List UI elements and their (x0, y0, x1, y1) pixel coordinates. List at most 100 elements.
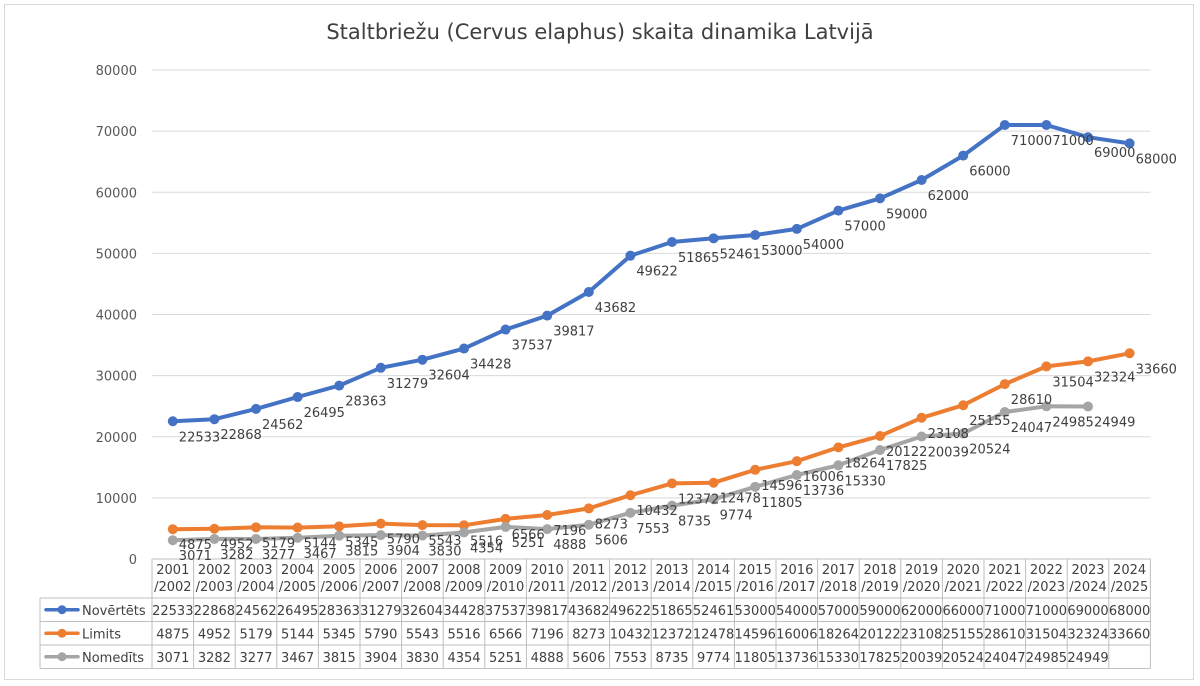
data-point (958, 150, 969, 161)
y-tick-label: 50000 (96, 247, 137, 262)
table-cell-value: 54000 (776, 604, 817, 619)
table-cell-value: 7196 (531, 627, 564, 642)
x-tick-label: 2003 (239, 563, 272, 578)
series-line (170, 351, 1132, 532)
table-cell-value: 31279 (360, 604, 401, 619)
data-point (750, 464, 761, 475)
data-point (251, 533, 261, 544)
table-cell-value: 32604 (402, 604, 443, 619)
table-cell-value: 20122 (859, 627, 900, 642)
table-cell-value: 5516 (447, 627, 480, 642)
table-cell-value: 28610 (984, 627, 1025, 642)
data-point (375, 530, 386, 541)
table-cell-value: 5144 (281, 627, 314, 642)
table-cell-value: 52461 (693, 604, 734, 619)
table-cell-value: 4952 (198, 627, 231, 642)
table-cell-value: 5606 (572, 651, 605, 666)
chart-title: Staltbriežu (Cervus elaphus) skaita dina… (326, 20, 874, 44)
table-cell-value: 3071 (156, 651, 189, 666)
data-point (375, 518, 386, 529)
table-cell-value: 5179 (239, 627, 272, 642)
table-cell-value: 24047 (984, 651, 1025, 666)
data-point (1083, 401, 1093, 412)
data-point (417, 354, 428, 365)
data-point (583, 519, 594, 530)
data-label: 39817 (553, 325, 594, 340)
data-point (999, 120, 1010, 131)
data-label: 11805 (761, 496, 802, 511)
data-point (417, 520, 428, 531)
table-cell-value: 16006 (776, 627, 817, 642)
table-cell-value: 12478 (693, 627, 734, 642)
data-point (167, 524, 178, 535)
x-tick-label: 2008 (447, 563, 480, 578)
x-tick-label: 2011 (572, 563, 605, 578)
y-tick-label: 80000 (96, 64, 137, 79)
data-label: 28363 (345, 395, 386, 410)
data-point (334, 530, 345, 541)
x-tick-label: 2005 (323, 563, 356, 578)
data-label: 5606 (595, 534, 628, 549)
data-point (459, 343, 469, 354)
data-point (833, 442, 844, 453)
table-cell-value: 33660 (1109, 627, 1150, 642)
data-point (583, 286, 594, 297)
data-labels: 22533 22868245622649528363312793260434428… (179, 134, 1177, 564)
data-label: 53000 (761, 244, 802, 259)
legend-label: Novērtēts (82, 604, 146, 619)
y-tick-label: 40000 (96, 309, 137, 324)
data-label: 12372 (678, 492, 719, 507)
data-point (583, 503, 594, 514)
data-label: 71000 (1011, 134, 1052, 149)
data-point (708, 494, 719, 505)
data-label: 71000 (1052, 134, 1093, 149)
x-tick-label: /2019 (861, 580, 898, 595)
data-label: 37537 (512, 339, 553, 354)
x-tick-label: 2019 (905, 563, 938, 578)
data-label: 5144 (304, 537, 337, 552)
data-label: 4875 (179, 538, 212, 553)
x-tick-label: 2021 (988, 563, 1021, 578)
table-cell-value: 57000 (818, 604, 859, 619)
x-tick-label: /2023 (1028, 580, 1065, 595)
table-cell-value: 8735 (655, 651, 688, 666)
data-label: 3282 (220, 548, 253, 563)
data-point (209, 533, 220, 544)
table-cell-value: 20524 (943, 651, 984, 666)
data-label: 62000 (928, 189, 969, 204)
table-cell-value: 6566 (489, 627, 522, 642)
data-point (292, 392, 303, 403)
data-label: 20122 (886, 445, 927, 460)
data-point (1041, 120, 1052, 131)
data-point (459, 527, 469, 538)
table-cell-value: 13736 (776, 651, 817, 666)
x-tick-label: /2010 (487, 580, 524, 595)
data-point (459, 520, 469, 531)
x-tick-label: 2001 (156, 563, 189, 578)
data-label: 25155 (969, 414, 1010, 429)
data-label: 4888 (553, 538, 586, 553)
data-label: 24985 (1052, 415, 1093, 430)
data-point (791, 470, 802, 481)
x-tick-label: 2004 (281, 563, 314, 578)
data-label: 12478 (720, 492, 761, 507)
data-label: 3277 (262, 548, 295, 563)
data-label: 24047 (1011, 421, 1052, 436)
table-cell-value: 9774 (697, 651, 730, 666)
table-cell-value: 4875 (156, 627, 189, 642)
data-label: 3830 (428, 545, 461, 560)
data-label: 26495 (304, 406, 345, 421)
table-cell-value: 14596 (735, 627, 776, 642)
table-cell-value: 24985 (1026, 651, 1067, 666)
data-label: 3904 (387, 544, 420, 559)
data-point (292, 532, 303, 543)
data-point (916, 412, 927, 423)
table-cell-value: 5790 (364, 627, 397, 642)
table-cell-value: 39817 (527, 604, 568, 619)
data-label: 51865 (678, 251, 719, 266)
x-tick-label: /2009 (445, 580, 482, 595)
x-tick-label: /2020 (903, 580, 940, 595)
table-cell-value: 11805 (735, 651, 776, 666)
data-point (1124, 348, 1135, 359)
